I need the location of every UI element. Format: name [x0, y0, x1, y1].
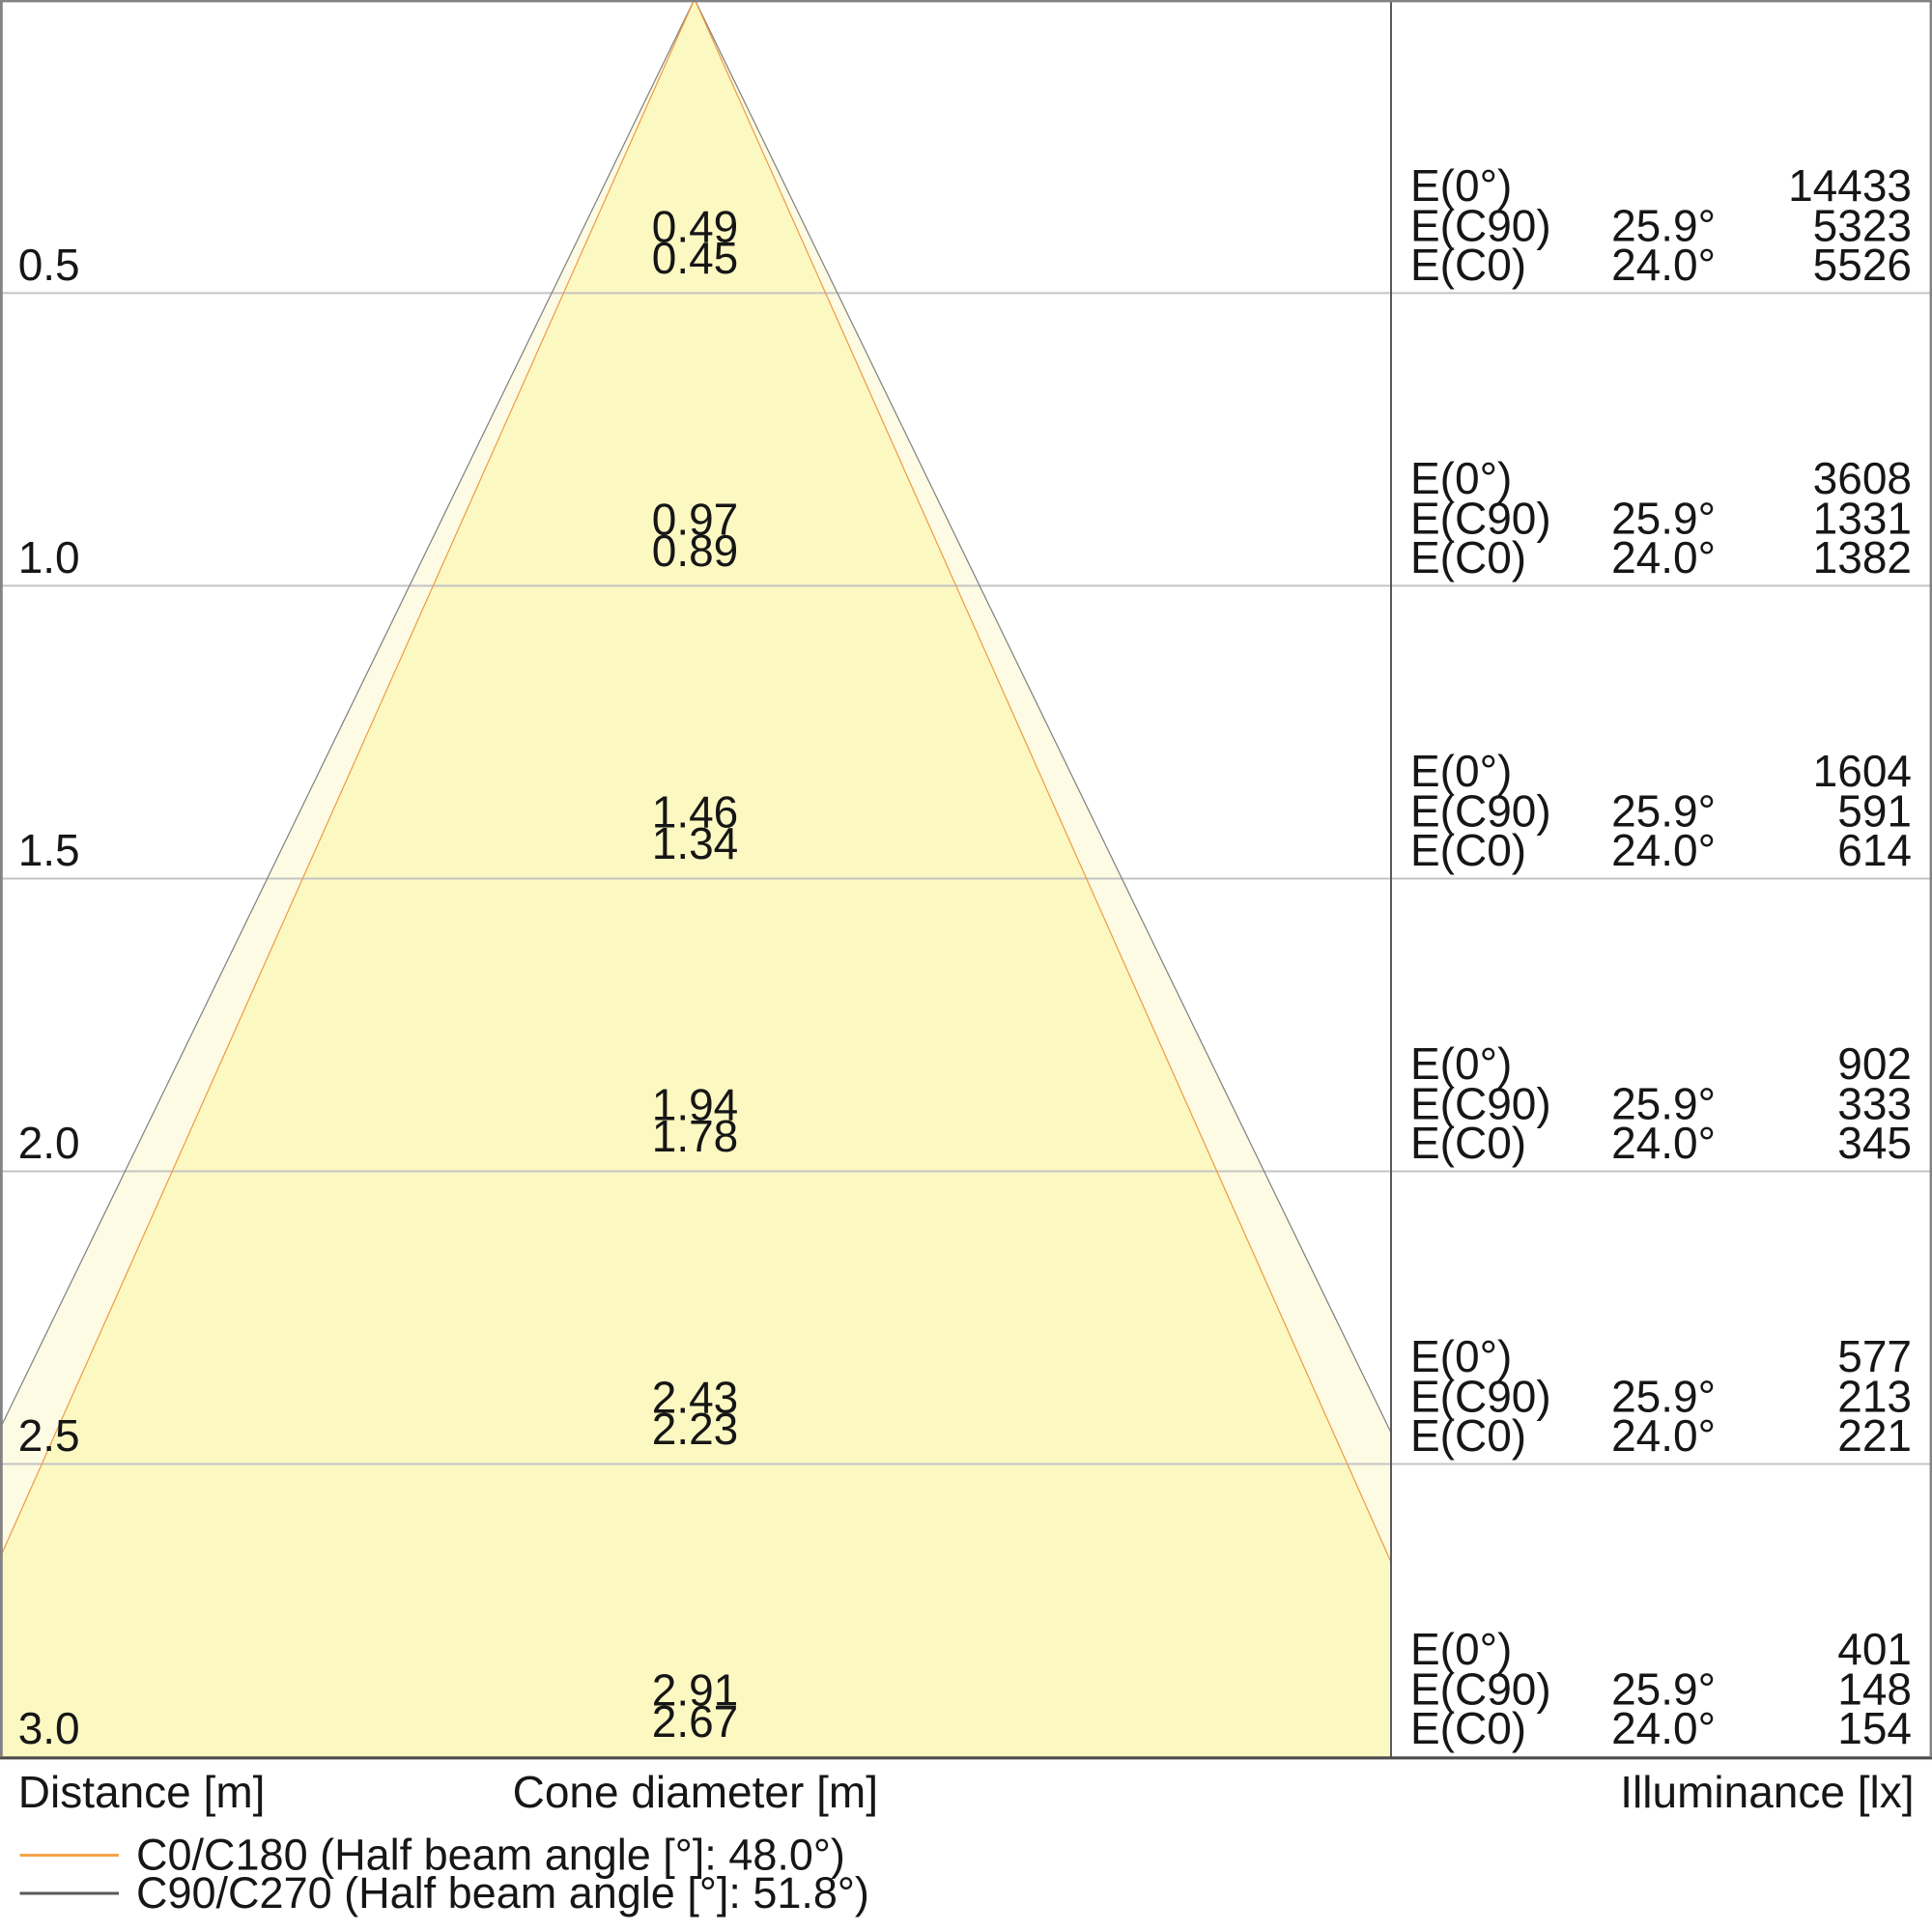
svg-text:E(C0): E(C0)	[1410, 1703, 1526, 1753]
svg-text:24.0°: 24.0°	[1611, 825, 1716, 875]
svg-text:3608: 3608	[1813, 453, 1912, 503]
svg-text:3.0: 3.0	[18, 1703, 80, 1753]
svg-text:24.0°: 24.0°	[1611, 532, 1716, 582]
svg-text:591: 591	[1837, 786, 1912, 837]
svg-text:Distance [m]: Distance [m]	[18, 1767, 266, 1817]
svg-text:25.9°: 25.9°	[1611, 1372, 1716, 1422]
svg-text:1382: 1382	[1813, 532, 1912, 582]
svg-text:0.97: 0.97	[652, 494, 739, 544]
svg-text:1.78: 1.78	[652, 1111, 739, 1161]
svg-text:1604: 1604	[1813, 746, 1912, 796]
svg-text:E(C90): E(C90)	[1410, 1079, 1551, 1129]
svg-text:2.0: 2.0	[18, 1118, 80, 1168]
svg-text:1.5: 1.5	[18, 825, 80, 875]
svg-text:E(C90): E(C90)	[1410, 1664, 1551, 1715]
svg-text:2.23: 2.23	[652, 1404, 739, 1454]
svg-text:1331: 1331	[1813, 493, 1912, 543]
svg-text:E(0°): E(0°)	[1410, 746, 1512, 796]
svg-text:E(0°): E(0°)	[1410, 1624, 1512, 1674]
svg-text:5323: 5323	[1813, 200, 1912, 250]
svg-text:24.0°: 24.0°	[1611, 1410, 1716, 1461]
svg-text:E(C0): E(C0)	[1410, 1118, 1526, 1168]
svg-text:1.0: 1.0	[18, 532, 80, 582]
svg-text:333: 333	[1837, 1079, 1912, 1129]
svg-text:154: 154	[1837, 1703, 1912, 1753]
svg-text:E(C0): E(C0)	[1410, 240, 1526, 290]
svg-text:2.67: 2.67	[652, 1696, 739, 1747]
svg-text:221: 221	[1837, 1410, 1912, 1461]
svg-text:25.9°: 25.9°	[1611, 1664, 1716, 1715]
svg-text:148: 148	[1837, 1664, 1912, 1715]
svg-text:1.34: 1.34	[652, 818, 739, 868]
svg-text:25.9°: 25.9°	[1611, 200, 1716, 250]
svg-text:E(0°): E(0°)	[1410, 160, 1512, 211]
svg-text:5526: 5526	[1813, 240, 1912, 290]
svg-text:902: 902	[1837, 1038, 1912, 1089]
svg-text:E(C90): E(C90)	[1410, 200, 1551, 250]
svg-text:213: 213	[1837, 1372, 1912, 1422]
svg-text:24.0°: 24.0°	[1611, 240, 1716, 290]
svg-text:1.46: 1.46	[652, 787, 739, 838]
svg-text:0.5: 0.5	[18, 240, 80, 290]
svg-text:14433: 14433	[1788, 160, 1912, 211]
svg-text:401: 401	[1837, 1624, 1912, 1674]
svg-text:2.91: 2.91	[652, 1665, 739, 1716]
svg-text:E(C90): E(C90)	[1410, 493, 1551, 543]
svg-text:24.0°: 24.0°	[1611, 1703, 1716, 1753]
svg-text:E(C0): E(C0)	[1410, 1410, 1526, 1461]
svg-text:E(0°): E(0°)	[1410, 1038, 1512, 1089]
svg-text:24.0°: 24.0°	[1611, 1118, 1716, 1168]
svg-text:C90/C270 (Half beam angle [°]:: C90/C270 (Half beam angle [°]: 51.8°)	[136, 1868, 869, 1918]
svg-text:614: 614	[1837, 825, 1912, 875]
svg-text:577: 577	[1837, 1331, 1912, 1381]
svg-text:0.89: 0.89	[652, 526, 739, 576]
svg-text:E(C0): E(C0)	[1410, 532, 1526, 582]
svg-text:2.5: 2.5	[18, 1410, 80, 1461]
svg-text:0.45: 0.45	[652, 233, 739, 283]
svg-text:25.9°: 25.9°	[1611, 1079, 1716, 1129]
svg-text:Cone diameter [m]: Cone diameter [m]	[513, 1767, 878, 1817]
svg-text:E(C0): E(C0)	[1410, 825, 1526, 875]
svg-text:345: 345	[1837, 1118, 1912, 1168]
svg-text:E(0°): E(0°)	[1410, 453, 1512, 503]
svg-text:E(C90): E(C90)	[1410, 786, 1551, 837]
svg-text:C0/C180 (Half beam angle [°]:: C0/C180 (Half beam angle [°]: 48.0°)	[136, 1831, 845, 1880]
svg-text:Illuminance [lx]: Illuminance [lx]	[1620, 1767, 1914, 1817]
svg-text:25.9°: 25.9°	[1611, 786, 1716, 837]
svg-text:E(0°): E(0°)	[1410, 1331, 1512, 1381]
svg-text:1.94: 1.94	[652, 1080, 739, 1130]
svg-text:E(C90): E(C90)	[1410, 1372, 1551, 1422]
svg-text:2.43: 2.43	[652, 1373, 739, 1423]
svg-text:25.9°: 25.9°	[1611, 493, 1716, 543]
svg-text:0.49: 0.49	[652, 201, 739, 251]
